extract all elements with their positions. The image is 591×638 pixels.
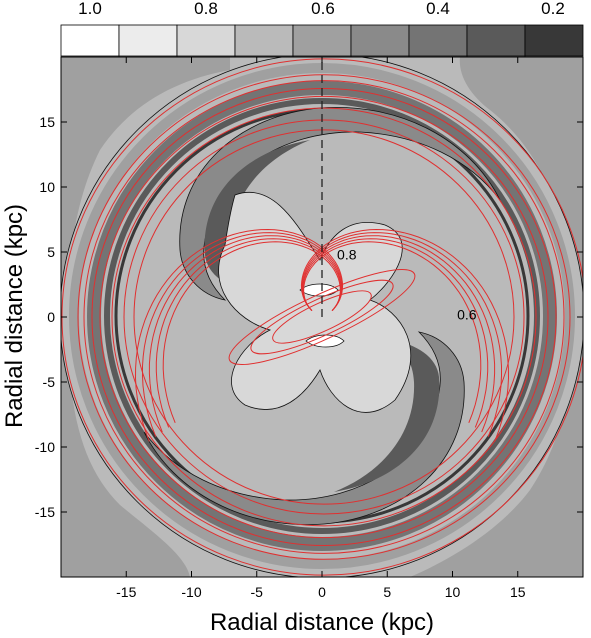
colorbar-cell <box>466 24 526 57</box>
overlay-spiral <box>162 241 341 423</box>
overlay-spiral <box>300 228 510 442</box>
colorbar: 1.0 0.8 0.6 0.4 0.2 <box>60 0 584 57</box>
overlay-contours <box>61 58 583 576</box>
arm-dark-lower <box>143 331 465 526</box>
overlay-loop <box>250 279 394 355</box>
overlay-ring <box>99 95 549 539</box>
contour-label: 0.6 <box>457 306 477 322</box>
center-core-upper <box>299 283 339 297</box>
colorbar-label: 1.0 <box>78 0 102 18</box>
x-tick-label: -5 <box>251 584 264 600</box>
y-tick-label: 15 <box>39 114 55 130</box>
overlay-spiral <box>303 241 482 423</box>
outer-region-left <box>61 57 230 577</box>
overlay-loop <box>272 290 372 344</box>
x-axis-label: Radial distance (kpc) <box>210 609 434 636</box>
colorbar-cell <box>176 24 236 57</box>
y-tick-label: 0 <box>47 309 55 325</box>
arm-dark-upper <box>179 106 501 301</box>
x-tick-label: 5 <box>383 584 391 600</box>
arm-darkest-upper <box>204 140 310 292</box>
overlay-ring <box>133 129 515 505</box>
overlay-spiral <box>301 232 502 437</box>
arm-darkest-lower <box>334 340 440 492</box>
x-tick-label: -10 <box>181 584 201 600</box>
colorbar-cell <box>350 24 410 57</box>
colorbar-cells <box>60 24 584 57</box>
y-tick-label: -10 <box>35 439 55 455</box>
overlay-spiral <box>302 238 489 428</box>
colorbar-cell <box>234 24 294 57</box>
overlay-loop <box>228 269 416 365</box>
colorbar-label: 0.8 <box>194 0 218 18</box>
colorbar-cell <box>292 24 352 57</box>
overlay-ring <box>91 87 557 547</box>
overlay-ring <box>123 119 525 515</box>
colorbar-label: 0.6 <box>311 0 335 18</box>
plot-area: 0.8 0.6 <box>60 56 584 578</box>
colorbar-labels: 1.0 0.8 0.6 0.4 0.2 <box>78 0 565 18</box>
x-axis: -15 -10 -5 0 5 10 15 <box>116 57 526 600</box>
y-axis-label: Radial distance (kpc) <box>1 204 28 428</box>
colorbar-cell <box>408 24 468 57</box>
x-tick-label: 15 <box>510 584 526 600</box>
contour-label: 0.8 <box>337 247 357 263</box>
overlay-spiral <box>142 232 343 437</box>
y-tick-label: 5 <box>47 244 55 260</box>
y-tick-label: 10 <box>39 179 55 195</box>
overlay-spiral <box>134 228 344 442</box>
overlay-spiral <box>155 238 342 428</box>
y-axis: -15 -10 -5 0 5 10 15 <box>35 114 583 520</box>
overlay-ring <box>83 80 565 554</box>
x-tick-label: 0 <box>318 584 326 600</box>
overlay-ring <box>77 74 571 560</box>
outer-region-right <box>410 57 583 577</box>
overlay-spiral <box>302 235 496 433</box>
overlay-ring <box>111 107 537 527</box>
y-tick-label: -15 <box>35 504 55 520</box>
colorbar-cell <box>60 24 120 57</box>
colorbar-label: 0.2 <box>541 0 565 18</box>
colorbar-cell <box>524 24 584 57</box>
x-tick-label: 10 <box>445 584 461 600</box>
contour-labels: 0.8 0.6 <box>337 247 477 323</box>
x-tick-label: -15 <box>116 584 136 600</box>
colorbar-cell <box>118 24 178 57</box>
colorbar-label: 0.4 <box>426 0 450 18</box>
center-light-region <box>218 192 412 413</box>
overlay-spiral <box>148 235 342 433</box>
y-tick-label: -5 <box>43 374 56 390</box>
